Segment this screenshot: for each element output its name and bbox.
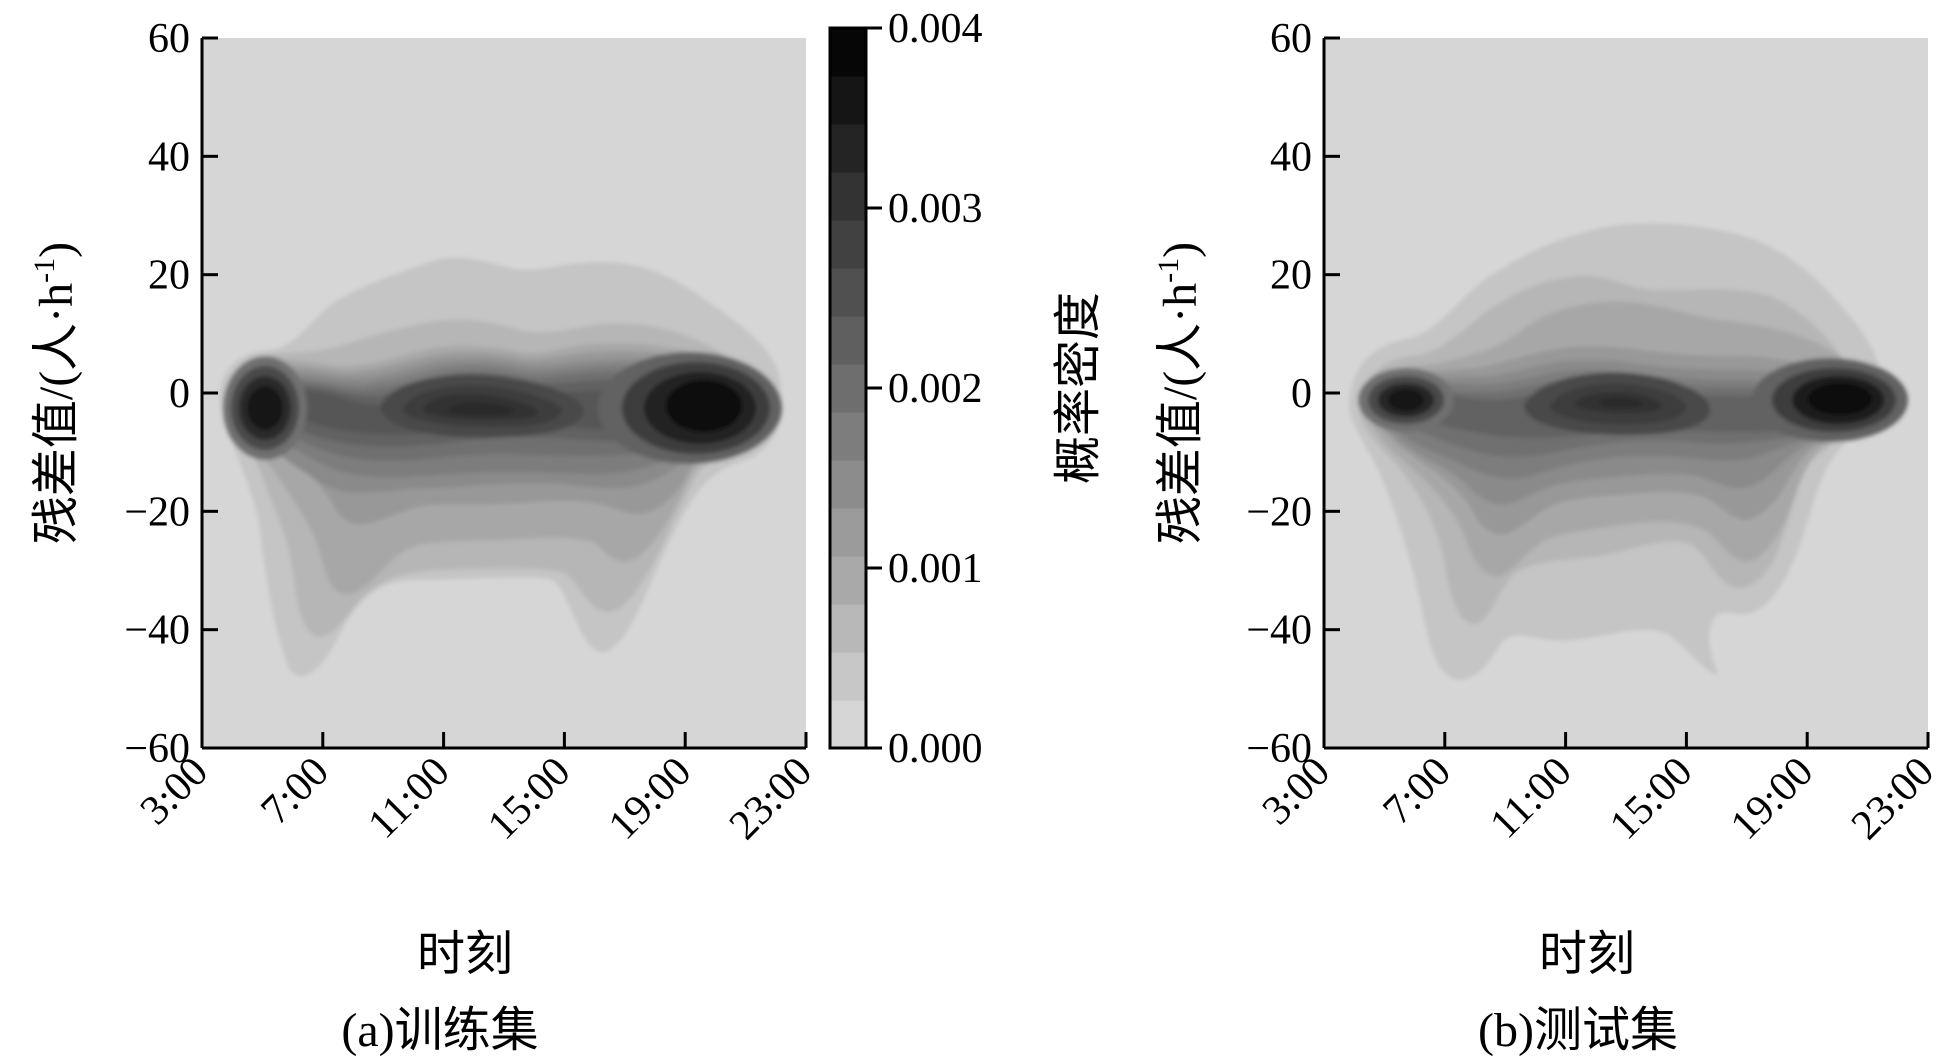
panel-a-caption: (a)训练集	[341, 1004, 538, 1057]
panel-b-contour-level-12	[1598, 397, 1644, 408]
x-tick-label: 15:00	[479, 749, 579, 849]
y-tick-label: 0	[169, 371, 190, 417]
colorbar-band	[830, 316, 866, 365]
x-tick-label: 7:00	[253, 749, 338, 834]
y-tick-label: 60	[148, 16, 190, 62]
panel-b-x-axis-label: 时刻	[1539, 928, 1635, 981]
y-tick-label: 40	[148, 134, 190, 180]
colorbar-band	[830, 76, 866, 125]
y-tick-label: −60	[1246, 726, 1312, 772]
colorbar: 0.004 0.003 0.002 0.001 0.000 概率密度	[828, 6, 1105, 772]
panel-a-x-axis-label: 时刻	[417, 928, 513, 981]
panel-a-y-axis-label: 残差值/(人·h-1)	[28, 242, 83, 544]
colorbar-tick-label: 0.003	[888, 186, 983, 232]
panel-a-x-ticks: 3:00 7:00 11:00 15:00 19:00 23:00	[132, 732, 821, 849]
x-tick-label: 23:00	[721, 749, 821, 849]
colorbar-band	[830, 604, 866, 653]
panel-b-caption: (b)测试集	[1478, 1004, 1678, 1057]
panel-a-y-ticks: 60 40 20 0 −20 −40 −60	[124, 16, 218, 772]
x-tick-label: 7:00	[1375, 749, 1460, 834]
colorbar-band	[830, 556, 866, 605]
colorbar-label: 概率密度	[1052, 292, 1105, 484]
colorbar-tick-label: 0.000	[888, 726, 983, 772]
colorbar-band	[830, 700, 866, 749]
panel-b-x-ticks: 3:00 7:00 11:00 15:00 19:00 23:00	[1254, 732, 1943, 849]
colorbar-ticks: 0.004 0.003 0.002 0.001 0.000	[866, 6, 983, 772]
panel-a-density-contours	[220, 257, 782, 677]
x-tick-label: 23:00	[1843, 749, 1943, 849]
panel-b-y-ticks: 60 40 20 0 −20 −40 −60	[1246, 16, 1340, 772]
panel-a-peak-right-core	[666, 380, 742, 432]
y-tick-label: 20	[1270, 253, 1312, 299]
x-tick-label: 19:00	[1722, 749, 1822, 849]
x-tick-label: 19:00	[600, 749, 700, 849]
colorbar-band	[830, 28, 866, 77]
y-tick-label: −20	[1246, 489, 1312, 535]
y-tick-label: −60	[124, 726, 190, 772]
colorbar-tick-label: 0.001	[888, 546, 983, 592]
colorbar-bands	[830, 28, 866, 749]
y-tick-label: −20	[124, 489, 190, 535]
x-tick-label: 15:00	[1601, 749, 1701, 849]
y-tick-label: 60	[1270, 16, 1312, 62]
y-tick-label: 40	[1270, 134, 1312, 180]
colorbar-band	[830, 124, 866, 173]
panel-b-y-axis-label: 残差值/(人·h-1)	[1152, 242, 1207, 544]
x-tick-label: 11:00	[1482, 749, 1581, 848]
panel-b-density-contours	[1349, 223, 1908, 680]
y-tick-label: −40	[1246, 608, 1312, 654]
panel-a-contour-level-13	[446, 402, 516, 416]
x-tick-label: 11:00	[360, 749, 459, 848]
colorbar-tick-label: 0.004	[888, 6, 983, 52]
colorbar-band	[830, 172, 866, 221]
panel-b-peak-right-core	[1808, 383, 1872, 415]
y-tick-label: −40	[124, 608, 190, 654]
colorbar-band	[830, 652, 866, 701]
colorbar-band	[830, 412, 866, 461]
colorbar-band	[830, 508, 866, 557]
colorbar-band	[830, 268, 866, 317]
colorbar-tick-label: 0.002	[888, 366, 983, 412]
panel-b-peak-left-core	[1388, 389, 1424, 411]
y-tick-label: 20	[148, 253, 190, 299]
panel-a-peak-left-core	[247, 386, 283, 430]
colorbar-band	[830, 460, 866, 509]
colorbar-band	[830, 364, 866, 413]
colorbar-band	[830, 220, 866, 269]
y-tick-label: 0	[1291, 371, 1312, 417]
